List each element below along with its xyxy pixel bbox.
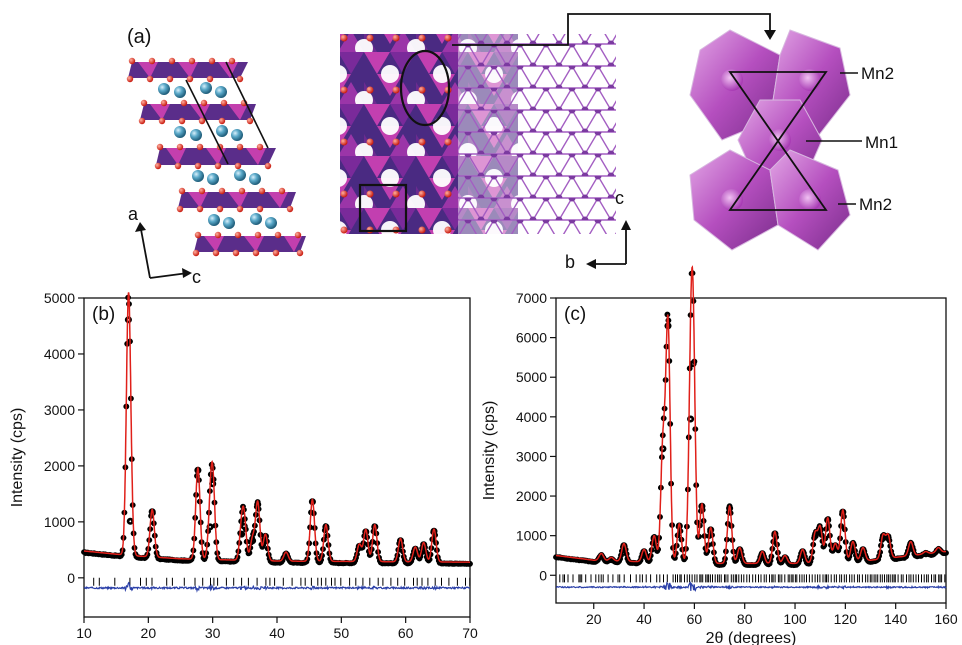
observed-series: [553, 270, 949, 569]
highlight-ellipse: [399, 49, 451, 127]
panel-a: (a): [126, 13, 898, 287]
y-tick-label: 1000: [516, 528, 547, 544]
x-tick-label: 60: [398, 625, 414, 641]
axis-label-c: c: [192, 267, 201, 287]
oxygen-atoms: [126, 57, 304, 257]
x-tick-label: 60: [687, 611, 703, 627]
plot-frame: [83, 297, 471, 618]
interlayer-cations: [158, 82, 277, 229]
y-tick-label: 4000: [516, 409, 547, 425]
mn2-site-bottom-left: [721, 189, 743, 211]
y-tick-label: 3000: [516, 448, 547, 464]
bragg-tick-series: [559, 574, 946, 583]
bragg-tick-series: [93, 577, 471, 586]
y-tick-label: 2000: [44, 458, 75, 474]
y-tick-label: 0: [539, 567, 547, 583]
hourglass-outline: [728, 71, 828, 211]
calculated-series: [556, 265, 946, 565]
axis-label-a: a: [128, 204, 139, 224]
site-label-mn2-top: Mn2: [861, 64, 894, 83]
x-tick-label: 80: [737, 611, 753, 627]
y-tick-label: 1000: [44, 514, 75, 530]
ball-stick-network: [458, 34, 616, 234]
mn2-site-top-right: [799, 69, 821, 91]
panel-label: (b): [92, 304, 115, 325]
x-tick-label: 10: [76, 625, 92, 641]
callout-arrow: [452, 13, 771, 46]
octahedral-network: [340, 34, 458, 234]
mn2-site-bottom-right: [799, 189, 821, 211]
difference-series: [555, 581, 947, 592]
y-tick-label: 5000: [44, 290, 75, 306]
y-tick-label: 4000: [44, 346, 75, 362]
y-tick-label: 3000: [44, 402, 75, 418]
x-tick-label: 40: [269, 625, 285, 641]
x-tick-label: 120: [834, 611, 858, 627]
x-tick-label: 30: [205, 625, 221, 641]
unit-cell-box: [358, 183, 408, 233]
plot-frame: [555, 297, 947, 604]
octahedra-cluster: Mn2 Mn1 Mn2: [689, 29, 898, 251]
x-tick-label: 50: [334, 625, 350, 641]
octahedral-layer: [194, 236, 306, 252]
y-tick-label: 6000: [516, 330, 547, 346]
network-view: [340, 13, 776, 234]
y-tick-label: 5000: [516, 369, 547, 385]
octahedral-layer: [156, 148, 276, 165]
chart-b: 102030405060700100020003000400050002θ (d…: [9, 290, 478, 645]
crystal-axes-b-c: c b: [565, 188, 631, 272]
octahedral-layer: [178, 192, 296, 208]
difference-series: [83, 581, 470, 593]
y-tick-label: 7000: [516, 290, 547, 306]
panel-label: (c): [564, 304, 586, 325]
x-tick-label: 160: [934, 611, 958, 627]
x-tick-label: 140: [884, 611, 908, 627]
y-tick-label: 0: [67, 570, 75, 586]
panel-a-label: (a): [127, 26, 151, 48]
site-label-mn2-bottom: Mn2: [859, 195, 892, 214]
observed-series: [81, 294, 473, 567]
calculated-series: [84, 292, 470, 563]
octahedral-layer: [140, 104, 256, 120]
y-axis-title: Intensity (cps): [9, 408, 26, 508]
unit-cell-outline: [185, 61, 269, 165]
x-tick-label: 20: [586, 611, 602, 627]
x-tick-label: 70: [462, 625, 478, 641]
y-tick-label: 2000: [516, 488, 547, 504]
octahedral-layer: [128, 62, 248, 78]
x-tick-label: 100: [783, 611, 807, 627]
x-tick-label: 40: [636, 611, 652, 627]
site-label-mn1: Mn1: [865, 133, 898, 152]
mn2-site-top-left: [721, 69, 743, 91]
x-tick-label: 20: [141, 625, 157, 641]
x-axis-title: 2θ (degrees): [706, 630, 797, 645]
callout-arrowhead: [764, 30, 776, 40]
y-axis-title: Intensity (cps): [481, 401, 498, 501]
crystal-axes-a-c: a c: [128, 204, 201, 287]
axis-label-b: b: [565, 252, 575, 272]
layered-structure-view: [126, 57, 306, 257]
chart-c: 20 40 60 80 100 120 140 160 0 1000 2000 3000 4000 500…: [481, 265, 958, 645]
axis-label-c-mid: c: [615, 188, 624, 208]
